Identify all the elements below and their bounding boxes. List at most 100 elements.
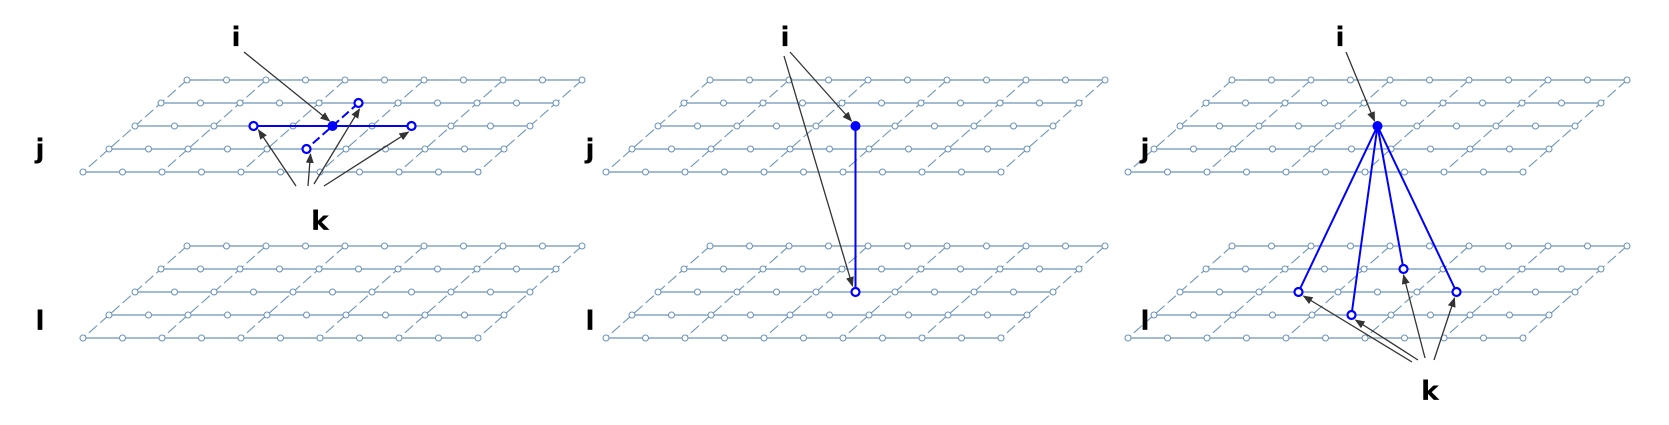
lattice-node xyxy=(1242,334,1251,342)
lattice-node xyxy=(236,99,244,107)
lattice-node xyxy=(1583,76,1592,84)
lattice-node xyxy=(79,168,87,176)
lattice-node xyxy=(1519,168,1527,176)
lattice-node xyxy=(877,99,886,107)
lattice-node xyxy=(262,242,270,250)
lattice-node xyxy=(512,265,521,273)
pointer-arrow xyxy=(1354,319,1419,361)
lattice-node xyxy=(997,168,1005,176)
lattice-node xyxy=(877,265,886,273)
lattice-node xyxy=(983,145,992,153)
lattice-node xyxy=(680,265,688,273)
lattice-node xyxy=(355,168,364,176)
lattice-node xyxy=(1281,99,1289,107)
lattice-node xyxy=(355,334,364,342)
lattice-node xyxy=(1228,242,1236,250)
lattice-node xyxy=(249,288,258,296)
lattice-node xyxy=(602,334,610,342)
lattice-node xyxy=(825,311,834,319)
lattice-node xyxy=(1203,168,1211,176)
lattice-node xyxy=(956,99,965,107)
lattice-node xyxy=(1035,99,1044,107)
lattice-node xyxy=(602,168,610,176)
lattice-node xyxy=(1479,334,1488,342)
lattice-node xyxy=(499,242,507,250)
lattice-node xyxy=(157,265,165,273)
lattice-node xyxy=(368,288,376,296)
lattice-node xyxy=(641,334,650,342)
lattice-node xyxy=(759,99,767,107)
lattice-node xyxy=(693,288,702,296)
lattice-node xyxy=(184,145,192,153)
lattice-node xyxy=(1386,76,1394,84)
lattice-node xyxy=(1202,99,1210,107)
panel-inter-layer-multi xyxy=(1124,51,1631,363)
lattice-node xyxy=(1321,168,1330,176)
lattice-node xyxy=(1545,311,1553,319)
label-k: k xyxy=(311,206,330,237)
lattice-node xyxy=(760,168,768,176)
lattice-node xyxy=(486,288,495,296)
lattice-node xyxy=(131,288,139,296)
lattice-node xyxy=(891,122,899,130)
lattice-node xyxy=(1023,145,1031,153)
lattice-node xyxy=(578,242,586,250)
lattice-node xyxy=(157,99,165,107)
lattice-node xyxy=(1518,99,1526,107)
label-i: i xyxy=(231,22,240,53)
lattice-node xyxy=(786,311,794,319)
lattice-node xyxy=(1452,122,1461,130)
lattice-node xyxy=(197,334,206,342)
lattice-node xyxy=(395,168,403,176)
lattice-node xyxy=(799,334,808,342)
lattice-node xyxy=(667,311,676,319)
lattice-node xyxy=(1150,145,1158,153)
lattice-node xyxy=(1545,145,1553,153)
lattice-node xyxy=(183,242,191,250)
lattice-node xyxy=(1531,122,1540,130)
lattice-node xyxy=(970,288,978,296)
lattice-node xyxy=(473,265,481,273)
lattice-node xyxy=(1075,265,1083,273)
lattice-node xyxy=(878,334,887,342)
label-i: i xyxy=(780,22,789,53)
lattice-node xyxy=(996,99,1004,107)
lattice-node xyxy=(1241,99,1250,107)
lattice-node xyxy=(1281,265,1289,273)
lattice-node xyxy=(170,122,179,130)
lattice-node xyxy=(289,288,297,296)
lattice-node xyxy=(943,76,951,84)
lattice-node xyxy=(1413,122,1421,130)
node-k xyxy=(1346,309,1357,321)
lattice-node xyxy=(693,122,702,130)
lattice-node xyxy=(184,311,192,319)
lattice-node xyxy=(760,334,768,342)
lattice-node xyxy=(105,145,113,153)
lattice-node xyxy=(170,288,179,296)
lattice-node xyxy=(118,168,127,176)
lattice-node xyxy=(918,168,926,176)
pointer-arrow xyxy=(1302,295,1413,363)
lattice-node xyxy=(1386,242,1394,250)
label-l: l xyxy=(35,306,44,337)
lattice-node xyxy=(824,242,833,250)
lattice-node xyxy=(1294,122,1303,130)
lattice-node xyxy=(903,242,912,250)
lattice-node xyxy=(341,242,349,250)
lattice-node xyxy=(1360,265,1368,273)
pointer-arrow xyxy=(783,55,854,287)
lattice-node xyxy=(1387,311,1395,319)
lattice-node xyxy=(746,145,755,153)
lattice-node xyxy=(1492,288,1500,296)
lattice-node xyxy=(930,288,939,296)
pointer-arrow xyxy=(1401,274,1426,359)
lattice-node xyxy=(904,311,913,319)
lattice-node xyxy=(420,242,428,250)
lattice-node xyxy=(500,145,508,153)
lattice-node xyxy=(903,76,912,84)
lattice-node xyxy=(499,76,507,84)
label-i: i xyxy=(1335,22,1344,53)
lattice-node xyxy=(394,99,402,107)
lattice-node xyxy=(982,242,991,250)
lattice-node xyxy=(276,334,285,342)
